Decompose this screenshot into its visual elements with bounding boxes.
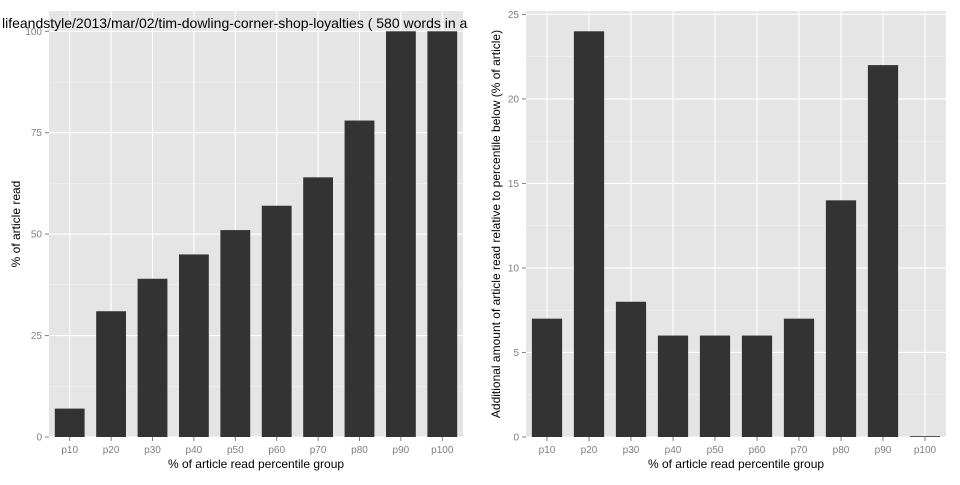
- bar-p20: [573, 31, 605, 438]
- bar-p90: [385, 31, 416, 438]
- bar-p40: [178, 254, 209, 437]
- bar-p10: [54, 408, 85, 437]
- y-axis-title-2: Additional amount of article read relati…: [489, 30, 503, 418]
- y-tick-label: 25: [31, 331, 43, 342]
- bar-p80: [825, 200, 857, 437]
- x-tick-label: p50: [707, 445, 724, 456]
- bar-p40: [657, 335, 689, 437]
- x-tick-label: p70: [791, 445, 808, 456]
- bar-p100: [427, 31, 458, 438]
- x-tick-label: p60: [749, 445, 766, 456]
- x-tick-label: p10: [61, 445, 78, 456]
- bar-p20: [96, 311, 127, 437]
- bar-p30: [137, 278, 168, 437]
- x-tick-label: p50: [227, 445, 244, 456]
- x-axis-title-1: % of article read percentile group: [168, 457, 344, 471]
- bar-p70: [303, 177, 334, 438]
- bar-p10: [531, 318, 563, 437]
- x-axis-title-2: % of article read percentile group: [648, 457, 824, 471]
- x-tick-label: p100: [431, 445, 454, 456]
- x-tick-label: p80: [351, 445, 368, 456]
- x-tick-label: p20: [103, 445, 120, 456]
- x-tick-label: p30: [623, 445, 640, 456]
- x-tick-label: p20: [581, 445, 598, 456]
- x-tick-label: p30: [144, 445, 161, 456]
- bar-p80: [344, 120, 375, 438]
- x-tick-label: p60: [268, 445, 285, 456]
- bar-p60: [261, 205, 292, 437]
- x-tick-label: p80: [833, 445, 850, 456]
- x-tick-label: p90: [393, 445, 410, 456]
- y-tick-label: 50: [31, 230, 43, 241]
- y-tick-label: 20: [508, 94, 520, 105]
- x-tick-label: p10: [539, 445, 556, 456]
- bar-p50: [220, 230, 251, 437]
- x-tick-label: p100: [914, 445, 937, 456]
- y-tick-label: 15: [508, 179, 520, 190]
- bar-p70: [783, 318, 815, 437]
- y-tick-label: 10: [508, 263, 520, 274]
- y-tick-label: 100: [25, 27, 42, 38]
- y-tick-label: 75: [31, 128, 43, 139]
- y-tick-label: 0: [36, 433, 42, 444]
- x-tick-label: p40: [665, 445, 682, 456]
- y-tick-label: 5: [513, 348, 519, 359]
- x-tick-label: p90: [875, 445, 892, 456]
- bar-p60: [741, 335, 773, 437]
- x-tick-label: p70: [310, 445, 327, 456]
- bar-p90: [867, 65, 899, 437]
- bar-p30: [615, 301, 647, 437]
- x-tick-label: p40: [186, 445, 203, 456]
- y-tick-label: 25: [508, 10, 520, 21]
- chart-title-1: lifeandstyle/2013/mar/02/tim-dowling-cor…: [2, 15, 468, 31]
- y-axis-title-1: % of article read: [9, 181, 23, 268]
- y-tick-label: 0: [513, 433, 519, 444]
- bar-p50: [699, 335, 731, 437]
- bar-p100: [909, 436, 941, 437]
